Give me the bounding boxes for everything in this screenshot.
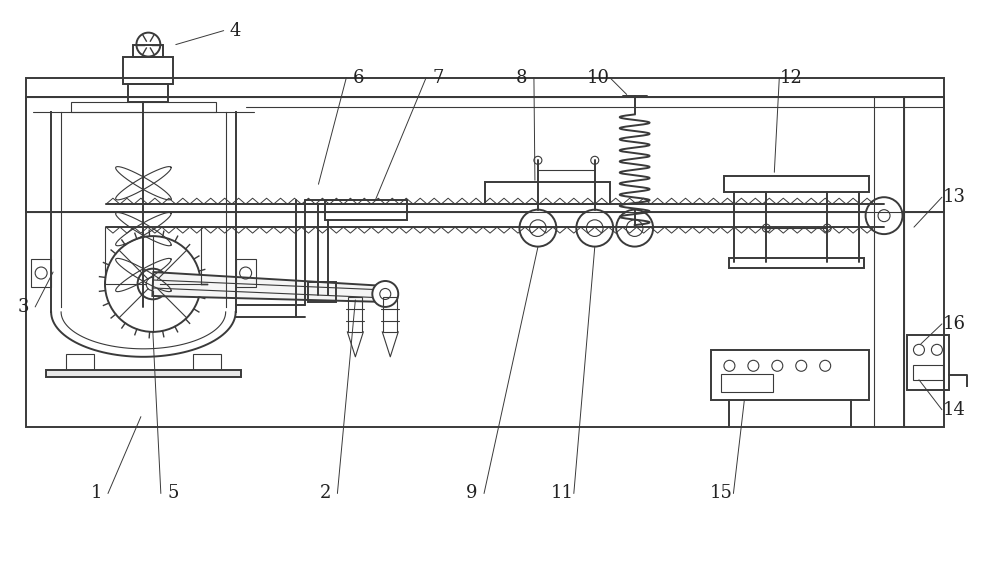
Text: 13: 13	[942, 188, 965, 206]
Text: 15: 15	[710, 484, 733, 502]
Circle shape	[576, 210, 613, 247]
Text: 4: 4	[230, 21, 241, 39]
Text: 11: 11	[550, 484, 573, 502]
Polygon shape	[152, 272, 386, 302]
Text: 7: 7	[432, 69, 444, 87]
Text: 9: 9	[466, 484, 478, 502]
Text: 2: 2	[320, 484, 331, 502]
Bar	[26, 97, 944, 212]
Text: 1: 1	[90, 484, 102, 502]
Circle shape	[866, 197, 903, 234]
Bar	[128, 84, 168, 102]
Circle shape	[372, 281, 398, 307]
Bar	[133, 44, 163, 57]
Text: 10: 10	[586, 69, 609, 87]
Text: 8: 8	[516, 69, 528, 87]
Bar	[724, 176, 869, 192]
Bar	[193, 354, 221, 372]
Bar	[907, 335, 949, 389]
Text: 14: 14	[942, 401, 965, 419]
Bar	[46, 370, 241, 377]
Circle shape	[519, 210, 556, 247]
Bar	[913, 365, 943, 380]
Text: 12: 12	[780, 69, 803, 87]
Bar	[729, 258, 864, 268]
Bar	[31, 259, 51, 287]
Bar	[348, 297, 362, 332]
Circle shape	[616, 210, 653, 247]
Bar	[26, 78, 944, 427]
Text: 6: 6	[353, 69, 364, 87]
Bar	[485, 182, 610, 204]
Bar	[123, 57, 173, 84]
Text: 5: 5	[167, 484, 178, 502]
Bar	[325, 200, 407, 220]
Bar	[711, 350, 869, 400]
Bar	[236, 259, 256, 287]
Bar	[71, 102, 216, 112]
Bar	[721, 374, 773, 392]
Bar	[66, 354, 94, 372]
Bar	[308, 282, 336, 302]
Text: 16: 16	[942, 315, 965, 333]
Bar	[383, 297, 397, 332]
Text: 3: 3	[17, 298, 29, 316]
